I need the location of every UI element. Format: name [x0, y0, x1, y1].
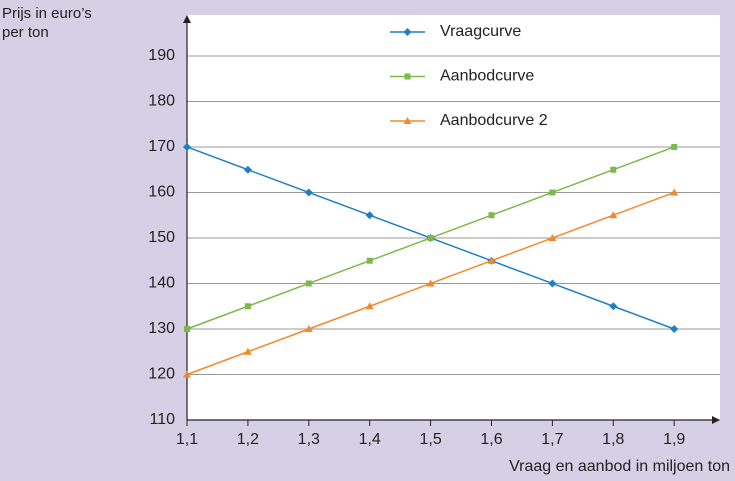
legend-label: Aanbodcurve 2 [440, 112, 548, 129]
marker [670, 324, 679, 333]
marker [487, 256, 496, 264]
marker [243, 165, 252, 174]
x-axis-arrow [712, 416, 720, 424]
marker [548, 279, 557, 288]
marker [404, 73, 411, 80]
marker [427, 234, 434, 241]
marker [183, 142, 191, 151]
y-tick-label: 180 [148, 93, 175, 110]
marker [488, 212, 495, 219]
legend-label: Vraagcurve [440, 23, 521, 40]
marker [304, 188, 313, 197]
x-tick-label: 1,2 [237, 431, 259, 448]
y-tick-label: 130 [148, 320, 175, 337]
x-tick-label: 1,7 [541, 431, 563, 448]
marker [548, 233, 557, 241]
x-tick-label: 1,4 [359, 431, 381, 448]
marker [426, 279, 435, 287]
marker [304, 324, 313, 332]
y-tick-label: 150 [148, 229, 175, 246]
marker [610, 166, 617, 173]
marker [183, 370, 191, 378]
marker [403, 28, 412, 36]
marker [366, 257, 373, 264]
y-axis-arrow [183, 15, 191, 23]
y-tick-label: 110 [149, 411, 175, 428]
x-tick-label: 1,5 [419, 431, 441, 448]
y-tick-label: 170 [148, 138, 175, 155]
legend-label: Aanbodcurve [440, 68, 534, 85]
marker [243, 347, 252, 355]
x-tick-label: 1,6 [480, 431, 502, 448]
marker [549, 189, 556, 196]
x-tick-label: 1,1 [176, 431, 198, 448]
marker [609, 211, 618, 219]
y-tick-label: 190 [148, 47, 175, 64]
x-tick-label: 1,3 [298, 431, 320, 448]
marker [365, 302, 374, 310]
x-axis-label: Vraag en aanbod in miljoen ton [509, 458, 730, 475]
plot-area [187, 15, 720, 420]
marker [184, 325, 190, 332]
y-tick-label: 140 [148, 275, 175, 292]
marker [609, 302, 618, 311]
marker [671, 143, 678, 150]
y-tick-label: 160 [148, 184, 175, 201]
x-tick-label: 1,8 [602, 431, 624, 448]
y-tick-label: 120 [148, 366, 175, 383]
y-axis-label: per ton [2, 24, 49, 41]
marker [305, 280, 312, 287]
marker [403, 117, 412, 124]
x-tick-label: 1,9 [663, 431, 685, 448]
marker [365, 211, 374, 220]
marker [670, 188, 679, 196]
marker [244, 303, 251, 310]
y-axis-label: Prijs in euro’s [2, 5, 92, 22]
